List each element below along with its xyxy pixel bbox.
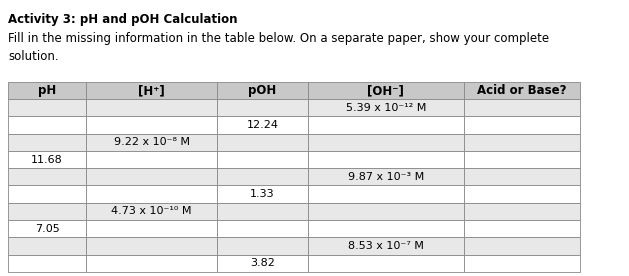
Bar	[217, 203, 308, 220]
Bar	[8, 168, 86, 185]
Bar	[464, 203, 580, 220]
Bar	[217, 116, 308, 134]
Text: 3.82: 3.82	[250, 258, 275, 268]
Bar	[217, 237, 308, 255]
Bar	[464, 134, 580, 151]
Bar	[8, 82, 86, 99]
Text: 4.73 x 10⁻¹⁰ M: 4.73 x 10⁻¹⁰ M	[111, 206, 192, 216]
Text: pH: pH	[38, 84, 56, 97]
Bar	[464, 185, 580, 203]
Bar	[308, 99, 464, 116]
Bar	[8, 203, 86, 220]
Text: Acid or Base?: Acid or Base?	[477, 84, 567, 97]
Text: Activity 3: pH and pOH Calculation: Activity 3: pH and pOH Calculation	[8, 13, 238, 26]
Text: [OH⁻]: [OH⁻]	[367, 84, 404, 97]
Bar	[86, 134, 217, 151]
Bar	[308, 82, 464, 99]
Bar	[217, 168, 308, 185]
Bar	[308, 255, 464, 272]
Bar	[8, 185, 86, 203]
Bar	[464, 255, 580, 272]
Bar	[217, 99, 308, 116]
Bar	[217, 134, 308, 151]
Bar	[86, 99, 217, 116]
Text: Fill in the missing information in the table below. On a separate paper, show yo: Fill in the missing information in the t…	[8, 32, 549, 63]
Bar	[464, 237, 580, 255]
Bar	[464, 168, 580, 185]
Bar	[86, 168, 217, 185]
Bar	[308, 134, 464, 151]
Bar	[8, 116, 86, 134]
Bar	[464, 99, 580, 116]
Bar	[464, 151, 580, 168]
Text: pOH: pOH	[248, 84, 277, 97]
Text: 11.68: 11.68	[31, 155, 63, 164]
Bar	[217, 255, 308, 272]
Bar	[464, 220, 580, 237]
Text: 7.05: 7.05	[35, 224, 59, 234]
Bar	[308, 237, 464, 255]
Bar	[308, 168, 464, 185]
Bar	[8, 255, 86, 272]
Bar	[8, 134, 86, 151]
Text: 1.33: 1.33	[250, 189, 275, 199]
Bar	[464, 116, 580, 134]
Bar	[8, 99, 86, 116]
Bar	[86, 255, 217, 272]
Bar	[86, 203, 217, 220]
Bar	[308, 151, 464, 168]
Text: 9.22 x 10⁻⁸ M: 9.22 x 10⁻⁸ M	[114, 137, 189, 147]
Text: 8.53 x 10⁻⁷ M: 8.53 x 10⁻⁷ M	[348, 241, 424, 251]
Text: [H⁺]: [H⁺]	[138, 84, 165, 97]
Bar	[86, 116, 217, 134]
Bar	[8, 237, 86, 255]
Text: 12.24: 12.24	[247, 120, 279, 130]
Bar	[217, 220, 308, 237]
Bar	[86, 237, 217, 255]
Bar	[217, 185, 308, 203]
Text: 9.87 x 10⁻³ M: 9.87 x 10⁻³ M	[348, 172, 424, 182]
Text: 5.39 x 10⁻¹² M: 5.39 x 10⁻¹² M	[346, 103, 426, 113]
Bar	[464, 82, 580, 99]
Bar	[86, 151, 217, 168]
Bar	[86, 185, 217, 203]
Bar	[8, 220, 86, 237]
Bar	[308, 116, 464, 134]
Bar	[308, 203, 464, 220]
Bar	[217, 151, 308, 168]
Bar	[308, 220, 464, 237]
Bar	[86, 220, 217, 237]
Bar	[86, 82, 217, 99]
Bar	[308, 185, 464, 203]
Bar	[8, 151, 86, 168]
Bar	[217, 82, 308, 99]
